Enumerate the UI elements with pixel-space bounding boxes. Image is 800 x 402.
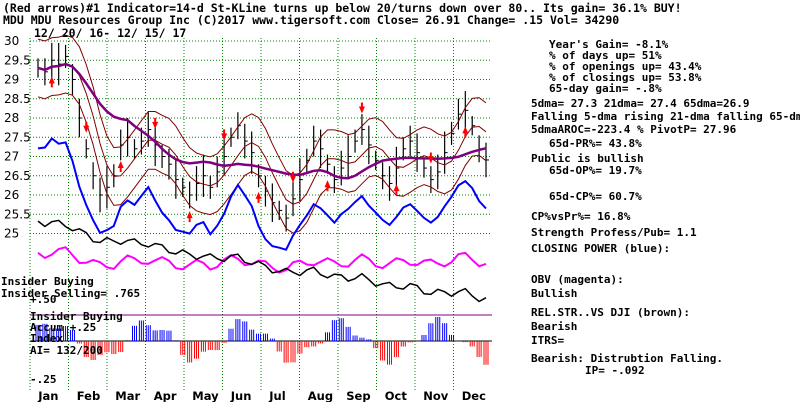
stat-moving-averages: 5dma= 27.3 21dma= 27.4 65dma=26.9: [531, 97, 750, 110]
y-tick-label: 28: [4, 111, 19, 125]
label-insider-selling: Insider Selling= .765: [1, 287, 140, 300]
y-tick-label: 25: [4, 227, 19, 241]
buy-arrow-icon: [48, 76, 55, 88]
y-tick-label: 28.5: [4, 92, 31, 106]
stat-65day-gain: 65-day gain= -.8%: [549, 82, 662, 95]
sell-arrow-icon: [83, 121, 90, 133]
obv-line: [37, 246, 487, 274]
x-tick-label: May: [192, 389, 219, 402]
stat-cp-vs-pr: CP%vsPr%= 16.8%: [531, 210, 631, 223]
lower-band: [37, 92, 487, 234]
x-tick-label: Jan: [37, 389, 58, 402]
chart-series: [30, 34, 492, 365]
stat-strength-profess: Strength Profess/Pub= 1.1: [531, 226, 697, 239]
axis-ticks: 30 29.5 29 28.5 28 27.5 27 26.5 26 25.5 25 Jan Feb Ma…: [4, 34, 486, 402]
grid-lines: [29, 38, 492, 392]
sell-arrow-icon: [358, 102, 365, 114]
stat-distribution: Bearish: Distrubtion Falling.: [531, 352, 723, 365]
x-tick-label: Mar: [115, 389, 140, 402]
x-tick-label: Jun: [230, 389, 252, 402]
sell-arrow-icon: [427, 152, 434, 164]
rel-strength-line: [37, 219, 487, 303]
label-plus-50: +.50: [30, 293, 57, 306]
buy-arrow-icon: [393, 184, 400, 196]
closing-power-line: [37, 137, 487, 251]
ma65-line: [37, 62, 487, 180]
stat-itrs: ITRS=: [531, 334, 564, 347]
label-minus-25: -.25: [30, 373, 57, 386]
label-index: Index: [30, 332, 63, 345]
buy-arrow-icon: [117, 161, 124, 173]
stat-closing-power-label: CLOSING POWER (blue):: [531, 242, 670, 255]
header-line-1: (Red arrows)#1 Indicator=14-d St-KLine t…: [3, 1, 682, 15]
x-tick-label: Oct: [385, 389, 408, 402]
y-tick-label: 30: [4, 34, 19, 48]
y-tick-label: 27: [4, 150, 19, 164]
upper-band: [37, 34, 487, 176]
y-tick-label: 25.5: [4, 207, 31, 221]
date-range: 12/ 20/ 16- 12/ 15/ 17: [34, 26, 186, 40]
x-tick-label: Feb: [77, 389, 100, 402]
stat-ip: IP= -.092: [585, 364, 645, 377]
stat-closings-up: % of closings up= 53.8%: [549, 71, 702, 84]
stat-years-gain: Year's Gain= -8.1%: [549, 38, 669, 51]
x-tick-label: Jul: [268, 389, 285, 402]
x-tick-label: Nov: [423, 389, 449, 402]
y-tick-label: 29.5: [4, 53, 31, 67]
sell-arrow-icon: [221, 129, 228, 141]
y-tick-label: 29: [4, 73, 19, 87]
stat-65d-op: 65d-OP%= 19.7%: [549, 164, 642, 177]
y-tick-label: 26.5: [4, 169, 31, 183]
stat-rel-str-label: REL.STR..VS DJI (brown):: [531, 306, 690, 319]
stat-65d-cp: 65d-CP%= 60.7%: [549, 190, 642, 203]
x-tick-label: Dec: [462, 389, 486, 402]
stat-ma-direction: Falling 5-dma rising 21-dma falling 65-d…: [531, 110, 800, 123]
buy-arrow-icon: [324, 180, 331, 192]
buy-arrow-icon: [255, 191, 262, 203]
stat-days-up: % of days up= 51%: [549, 49, 662, 62]
label-accum: Accum +.25: [30, 321, 96, 334]
label-insider-buying: Insider Buying: [1, 275, 94, 288]
stat-aroc-pivot: 5dmaAROC=-223.4 % PivotP= 27.96: [531, 123, 737, 136]
sell-arrow-icon: [152, 117, 159, 129]
stat-rel-str-bearish: Bearish: [531, 320, 577, 333]
buy-arrow-icon: [462, 126, 469, 138]
text-overlay: (Red arrows)#1 Indicator=14-d St-KLine t…: [1, 1, 800, 386]
header-line-2: MDU MDU Resources Group Inc (C)2017 www.…: [3, 13, 619, 27]
x-tick-label: Sep: [346, 389, 370, 402]
y-tick-label: 26: [4, 188, 19, 202]
x-tick-label: Apr: [154, 389, 177, 402]
stat-65d-pr: 65d-PR%= 43.8%: [549, 137, 642, 150]
y-tick-label: 27.5: [4, 130, 31, 144]
ma21-line: [37, 63, 487, 205]
stat-obv-bullish: Bullish: [531, 287, 577, 300]
stat-public-bullish: Public is bullish: [531, 152, 644, 165]
label-insider-buying-2: Insider Buying: [30, 310, 123, 323]
buy-arrow-icon: [186, 211, 193, 223]
sell-arrow-icon: [290, 171, 297, 183]
stat-obv-label: OBV (magenta):: [531, 273, 624, 286]
stat-openings-up: % of openings up= 43.4%: [549, 60, 702, 73]
x-tick-label: Aug: [308, 389, 333, 402]
label-ai: AI= 132/200: [30, 344, 103, 357]
